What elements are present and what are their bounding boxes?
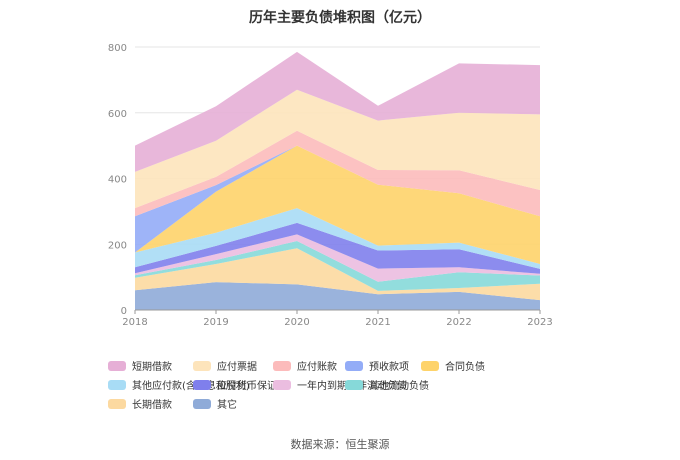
source-note: 数据来源：恒生聚源 — [290, 438, 390, 451]
legend-label: 其他应付款(含利息和股利) — [132, 381, 250, 392]
axes: 0 200 400 600 800 2018 2019 2020 2021 2022 2023 — [108, 43, 553, 328]
y-tick-label: 600 — [108, 109, 127, 120]
x-tick-label: 2023 — [527, 317, 552, 328]
legend-item[interactable]: 预收款项 — [345, 358, 409, 373]
legend-label: 预收款项 — [369, 362, 409, 373]
legend-label: 其他流动负债 — [369, 381, 429, 392]
legend-item[interactable]: 其它 — [193, 396, 237, 411]
y-tick-label: 200 — [108, 240, 127, 251]
area-其他流动负债[interactable] — [135, 241, 540, 291]
area-长期借款[interactable] — [135, 248, 540, 301]
legend-swatch — [273, 379, 291, 390]
legend-swatch — [108, 379, 126, 390]
legend-item[interactable]: 其他应付款(含利息和股利) — [108, 377, 250, 392]
area-其他应付款(含利息和股利)[interactable] — [135, 208, 540, 269]
y-tick-label: 0 — [121, 306, 127, 317]
x-tick-label: 2021 — [365, 317, 390, 328]
legend-label: 短期借款 — [132, 362, 172, 373]
legend-item[interactable]: 应付货币保证金 — [193, 377, 287, 392]
area-应付货币保证金[interactable] — [135, 222, 540, 274]
area-应付票据[interactable] — [135, 89, 540, 209]
legend-swatch — [108, 398, 126, 409]
area-series — [135, 51, 540, 310]
legend-swatch — [193, 398, 211, 409]
legend-label: 应付货币保证金 — [217, 381, 287, 392]
area-其它[interactable] — [135, 282, 540, 310]
legend-swatch — [273, 360, 291, 371]
legend-swatch — [345, 379, 363, 390]
x-tick-label: 2022 — [446, 317, 471, 328]
y-tick-label: 800 — [108, 43, 127, 54]
legend-item[interactable]: 应付票据 — [193, 358, 257, 373]
chart-title: 历年主要负债堆积图（亿元） — [249, 10, 431, 26]
legend-swatch — [421, 360, 439, 371]
legend-label: 应付票据 — [217, 362, 257, 373]
area-合同负债[interactable] — [135, 145, 540, 264]
x-tick-label: 2019 — [203, 317, 228, 328]
legend-swatch — [345, 360, 363, 371]
legend-swatch — [193, 379, 211, 390]
area-短期借款[interactable] — [135, 51, 540, 172]
x-tick-label: 2020 — [284, 317, 309, 328]
area-一年内到期的非流动负债[interactable] — [135, 234, 540, 282]
legend-item[interactable]: 长期借款 — [108, 396, 172, 411]
legend-label: 长期借款 — [132, 400, 172, 411]
legend-swatch — [108, 360, 126, 371]
legend-label: 合同负债 — [445, 362, 485, 373]
x-tick-label: 2018 — [122, 317, 147, 328]
legend-item[interactable]: 短期借款 — [108, 358, 172, 373]
legend-label: 应付账款 — [297, 362, 337, 373]
legend-label: 其它 — [217, 400, 237, 411]
y-tick-label: 400 — [108, 175, 127, 186]
legend-item[interactable]: 其他流动负债 — [345, 377, 429, 392]
legend-item[interactable]: 合同负债 — [421, 358, 485, 373]
stacked-area-chart: 0 200 400 600 800 2018 2019 2020 2021 2022 2023 — [108, 43, 553, 328]
legend-swatch — [193, 360, 211, 371]
legend-item[interactable]: 应付账款 — [273, 358, 337, 373]
area-应付账款[interactable] — [135, 130, 540, 217]
